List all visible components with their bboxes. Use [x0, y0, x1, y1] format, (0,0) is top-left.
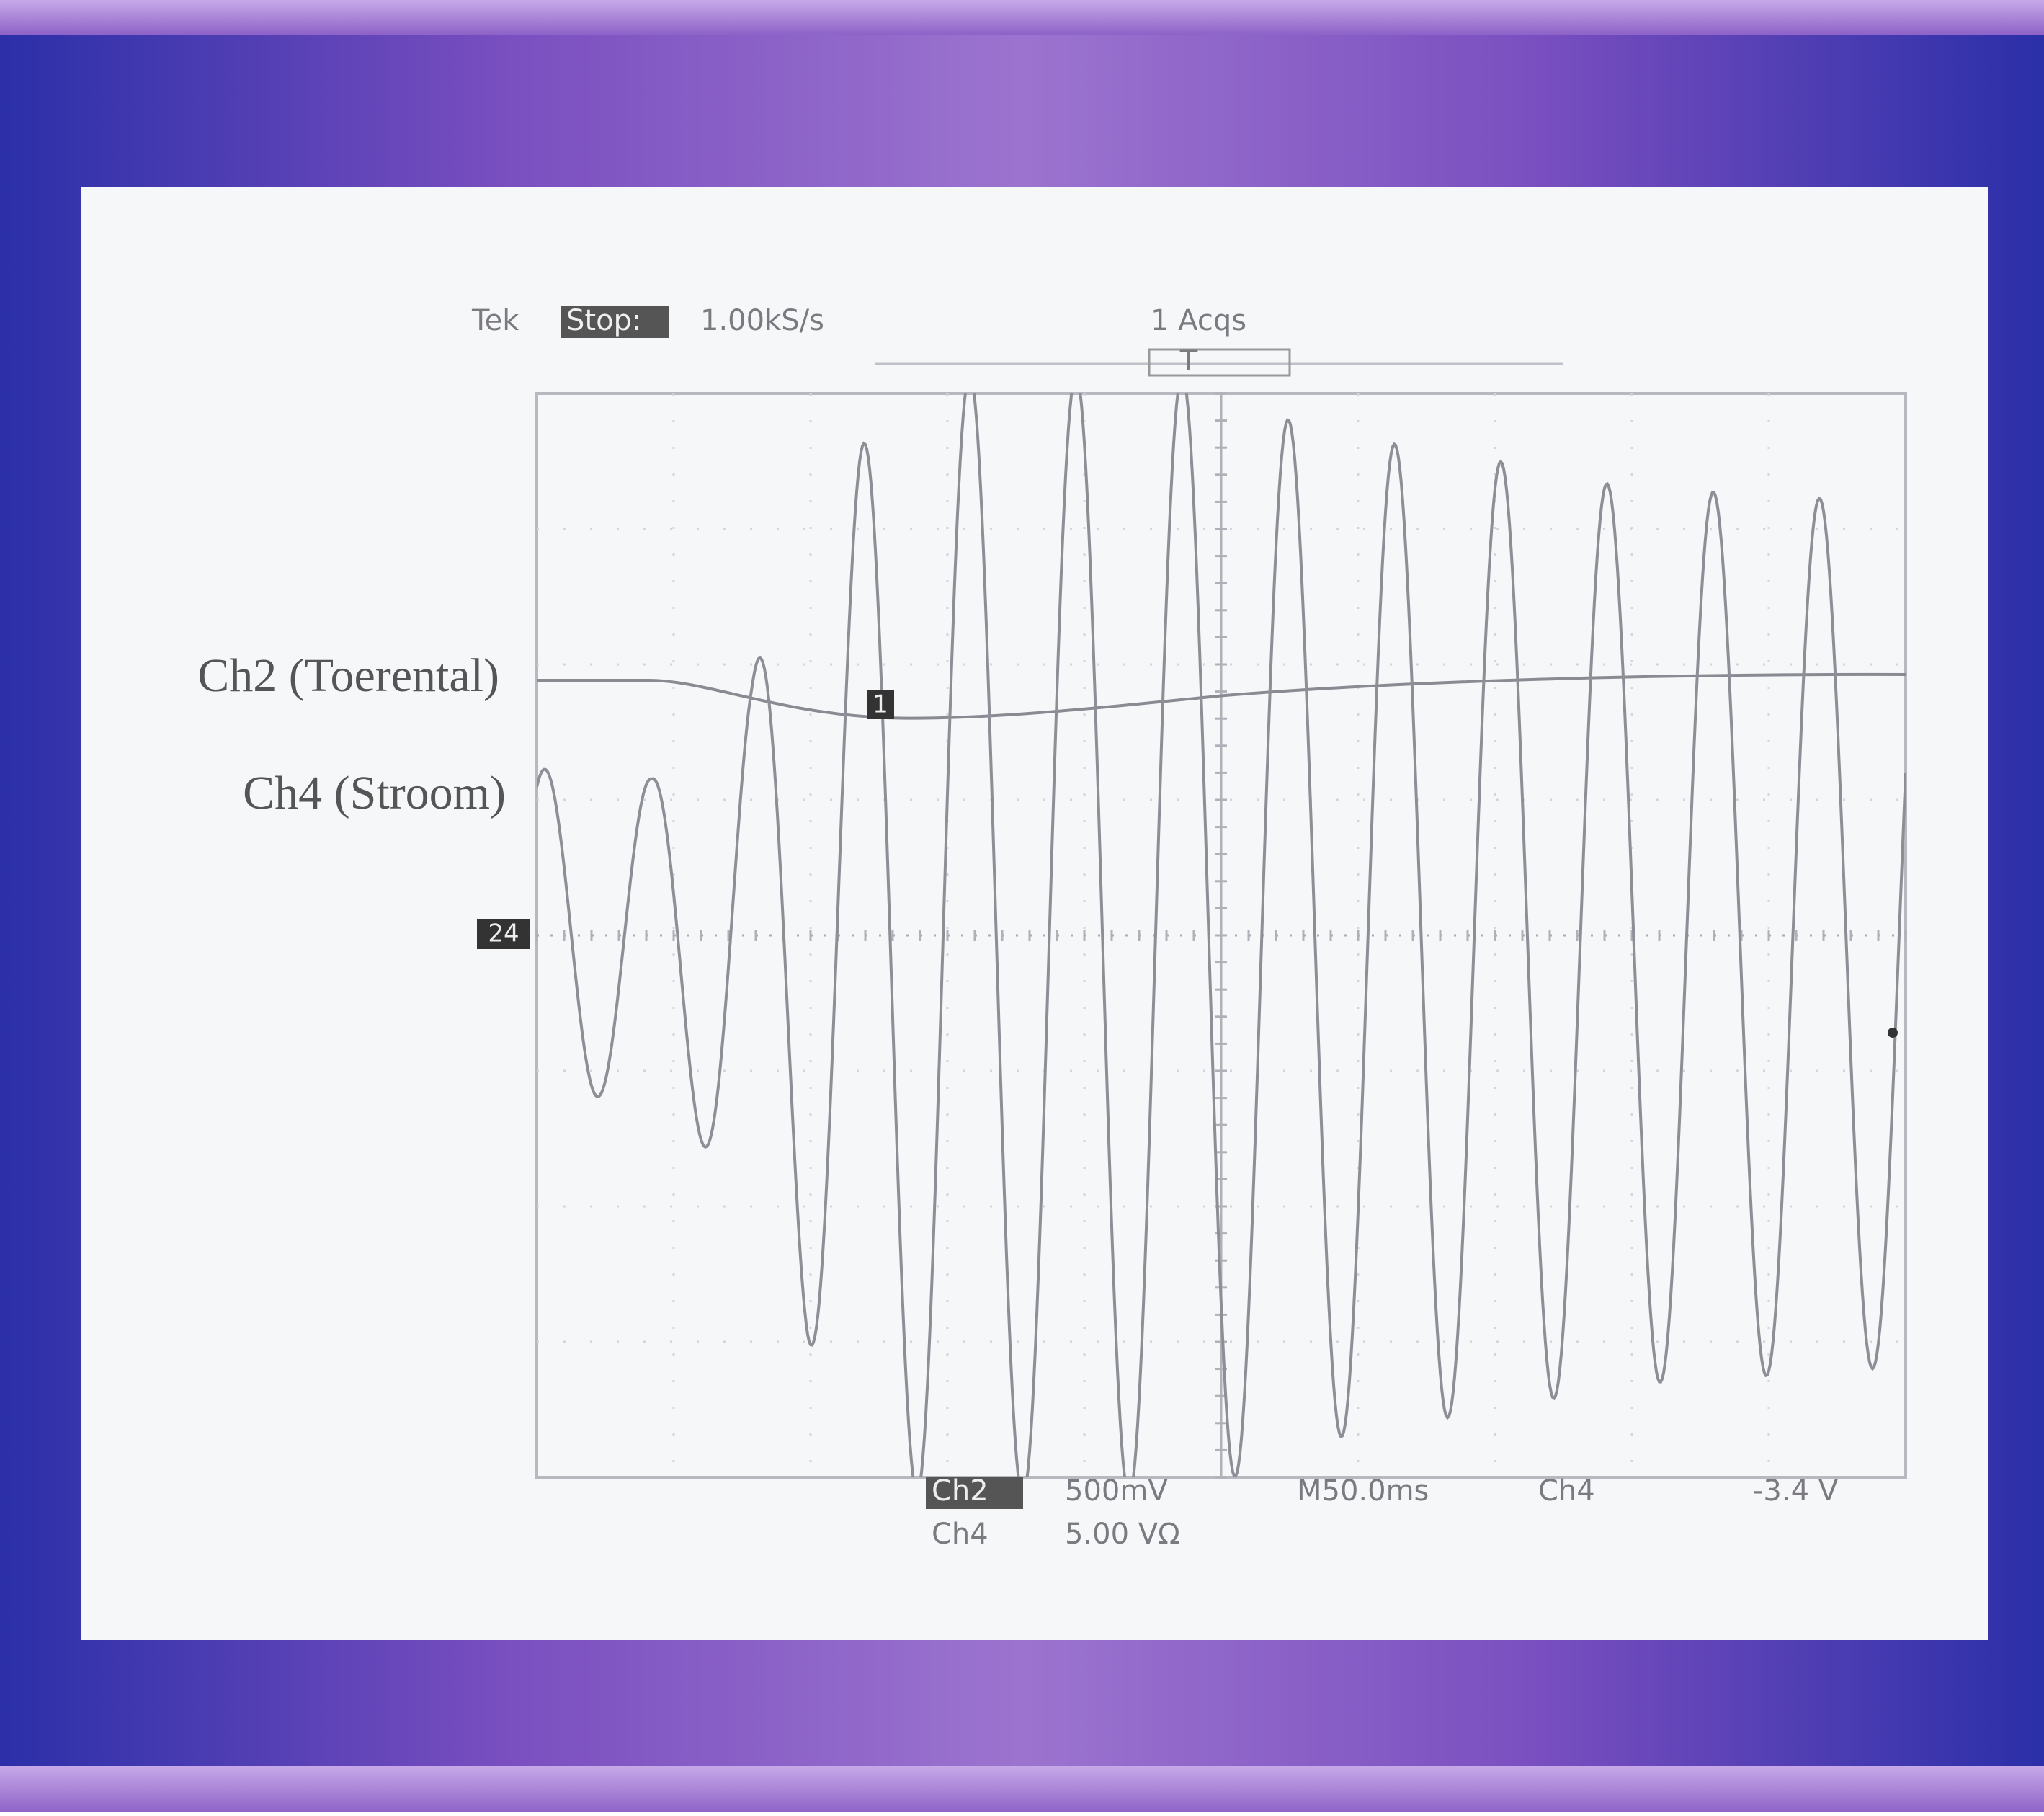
sample-rate: 1.00kS/s — [700, 304, 824, 337]
ch1-marker: 1 — [873, 690, 888, 719]
trigger-marker: T — [1179, 344, 1198, 378]
page: {"header": {"brand": "Tek", "status": "S… — [0, 0, 2044, 1812]
ch4-label: Ch4 (Stroom) — [243, 767, 506, 819]
footer-trigger-level: -3.4 V — [1753, 1474, 1839, 1508]
status: Stop: — [566, 304, 641, 337]
brand: Tek — [471, 304, 519, 337]
frame-band — [0, 1766, 2044, 1812]
acquisitions: 1 Acqs — [1151, 304, 1246, 337]
oscilloscope-photo: Tek Stop: 1.00kS/s 1 Acqs T Ch2 (Toerent… — [0, 0, 2044, 1812]
footer-ch2: Ch2 — [932, 1474, 988, 1508]
footer-timebase: M50.0ms — [1297, 1474, 1429, 1508]
frame-band — [0, 0, 2044, 35]
ch2-label: Ch2 (Toerental) — [197, 649, 499, 702]
trigger-dot — [1888, 1028, 1898, 1038]
screen — [81, 187, 1988, 1640]
footer-scale: 500mV — [1065, 1474, 1168, 1508]
footer-trigger-source: Ch4 — [1538, 1474, 1595, 1508]
ground-marker: 24 — [488, 920, 519, 948]
footer-ch4-scale: 5.00 VΩ — [1065, 1518, 1180, 1551]
footer-ch4: Ch4 — [932, 1518, 988, 1551]
